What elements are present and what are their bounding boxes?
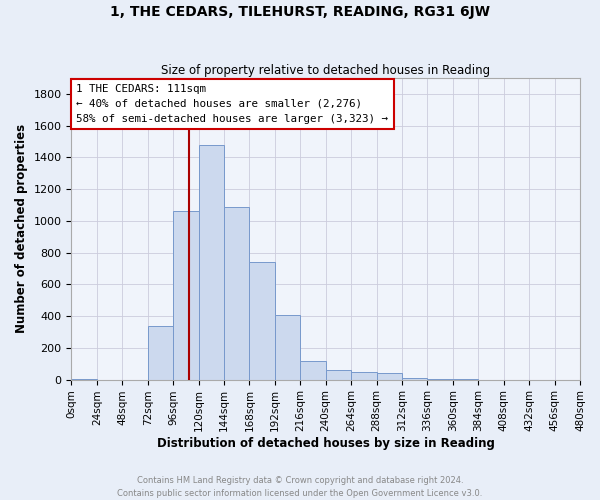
Bar [300, 360, 326, 380]
Title: Size of property relative to detached houses in Reading: Size of property relative to detached ho… [161, 64, 490, 77]
Bar [351, 372, 377, 380]
Bar [275, 314, 300, 380]
Text: 1 THE CEDARS: 111sqm
← 40% of detached houses are smaller (2,276)
58% of semi-de: 1 THE CEDARS: 111sqm ← 40% of detached h… [76, 84, 388, 124]
Bar [71, 379, 97, 380]
Bar [173, 212, 199, 380]
Bar [326, 370, 351, 380]
Bar [148, 326, 173, 380]
Bar [250, 262, 275, 380]
Bar [199, 145, 224, 380]
Bar [402, 378, 427, 380]
X-axis label: Distribution of detached houses by size in Reading: Distribution of detached houses by size … [157, 437, 494, 450]
Bar [377, 374, 402, 380]
Y-axis label: Number of detached properties: Number of detached properties [15, 124, 28, 334]
Text: 1, THE CEDARS, TILEHURST, READING, RG31 6JW: 1, THE CEDARS, TILEHURST, READING, RG31 … [110, 5, 490, 19]
Text: Contains HM Land Registry data © Crown copyright and database right 2024.
Contai: Contains HM Land Registry data © Crown c… [118, 476, 482, 498]
Bar [224, 206, 250, 380]
Bar [427, 379, 453, 380]
